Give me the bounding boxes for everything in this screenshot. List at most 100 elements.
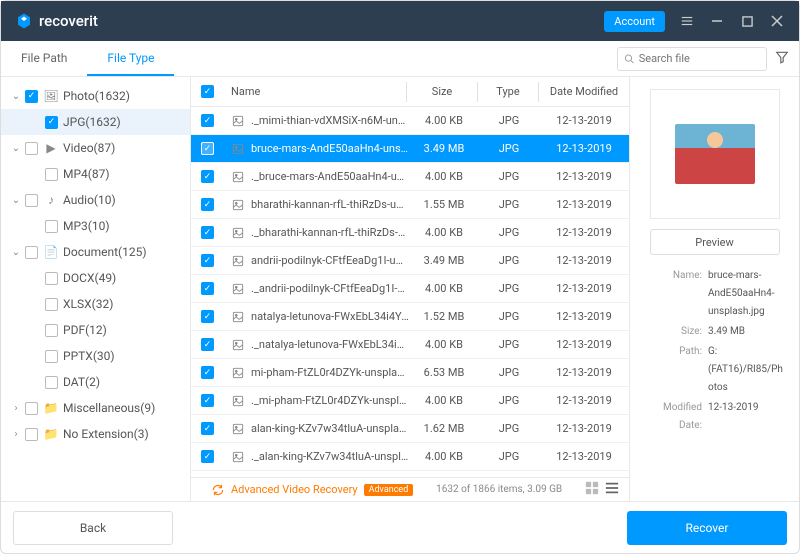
- tree-child[interactable]: PPTX(30): [1, 343, 190, 369]
- close-icon[interactable]: [769, 13, 785, 29]
- tree-category[interactable]: ⌄♪Audio(10): [1, 187, 190, 213]
- row-checkbox[interactable]: ✓: [201, 170, 214, 183]
- file-size: 4.00 KB: [409, 226, 479, 239]
- checkbox[interactable]: [25, 246, 38, 259]
- row-checkbox[interactable]: ✓: [201, 114, 214, 127]
- file-icon: [231, 254, 245, 268]
- tab-file-type[interactable]: File Type: [87, 41, 174, 76]
- search-box[interactable]: [617, 47, 767, 71]
- tree-category[interactable]: ›📁Miscellaneous(9): [1, 395, 190, 421]
- row-checkbox[interactable]: ✓: [201, 142, 214, 155]
- checkbox[interactable]: ✓: [25, 90, 38, 103]
- preview-button[interactable]: Preview: [650, 229, 780, 255]
- checkbox[interactable]: [45, 220, 58, 233]
- file-date: 12-13-2019: [539, 198, 629, 211]
- table-row[interactable]: ✓alan-king-KZv7w34tluA-unsplash.jpg1.62 …: [191, 415, 629, 443]
- table-row[interactable]: ✓bruce-mars-AndE50aaHn4-unsplash...3.49 …: [191, 135, 629, 163]
- file-type: JPG: [479, 142, 539, 155]
- select-all-checkbox[interactable]: ✓: [201, 85, 214, 98]
- row-checkbox[interactable]: ✓: [201, 366, 214, 379]
- row-checkbox[interactable]: ✓: [201, 198, 214, 211]
- meta-path: G:(FAT16)/RI85/Photos: [708, 343, 787, 397]
- file-size: 4.00 KB: [409, 282, 479, 295]
- back-button[interactable]: Back: [13, 511, 173, 545]
- table-row[interactable]: ✓mi-pham-FtZL0r4DZYk-unsplash.jpg6.53 MB…: [191, 359, 629, 387]
- tree-child[interactable]: MP3(10): [1, 213, 190, 239]
- file-size: 4.00 KB: [409, 170, 479, 183]
- checkbox[interactable]: [45, 168, 58, 181]
- filter-icon[interactable]: [775, 49, 789, 68]
- tree-child[interactable]: XLSX(32): [1, 291, 190, 317]
- file-name: ._alan-king-KZv7w34tluA-unsplash.jpg: [251, 450, 409, 463]
- table-row[interactable]: ✓bharathi-kannan-rfL-thiRzDs-unspl...1.5…: [191, 191, 629, 219]
- footer: Back Recover: [1, 501, 799, 553]
- advanced-badge: Advanced: [364, 484, 414, 496]
- table-row[interactable]: ✓andrii-podilnyk-CFtfEeaDg1I-unspla...3.…: [191, 247, 629, 275]
- checkbox[interactable]: [45, 298, 58, 311]
- col-name[interactable]: Name: [227, 85, 406, 98]
- file-name: ._bruce-mars-AndE50aaHn4-unsplas...: [251, 170, 409, 183]
- advanced-video-recovery[interactable]: Advanced Video Recovery Advanced: [201, 483, 413, 497]
- tree-category[interactable]: ›📁No Extension(3): [1, 421, 190, 447]
- account-button[interactable]: Account: [604, 11, 665, 32]
- table-row[interactable]: ✓natalya-letunova-FWxEbL34i4Y-unspl...1.…: [191, 303, 629, 331]
- checkbox[interactable]: [25, 194, 38, 207]
- table-row[interactable]: ✓ ._bruce-mars-AndE50aaHn4-unsplas...4.00…: [191, 163, 629, 191]
- checkbox[interactable]: ✓: [45, 116, 58, 129]
- app-logo: recoverit: [15, 12, 98, 30]
- tree-child[interactable]: MP4(87): [1, 161, 190, 187]
- file-name: ._mimi-thian-vdXMSiX-n6M-unsplash...: [251, 114, 409, 127]
- checkbox[interactable]: [25, 402, 38, 415]
- file-date: 12-13-2019: [539, 450, 629, 463]
- file-type: JPG: [479, 366, 539, 379]
- recover-button[interactable]: Recover: [627, 511, 787, 545]
- checkbox[interactable]: [45, 350, 58, 363]
- file-name: andrii-podilnyk-CFtfEeaDg1I-unspla...: [251, 254, 409, 267]
- table-row[interactable]: ✓._mimi-thian-vdXMSiX-n6M-unsplash...4.0…: [191, 107, 629, 135]
- search-input[interactable]: [639, 52, 760, 65]
- tree-child[interactable]: PDF(12): [1, 317, 190, 343]
- file-type: JPG: [479, 254, 539, 267]
- menu-icon[interactable]: [679, 13, 695, 29]
- row-checkbox[interactable]: ✓: [201, 254, 214, 267]
- table-row[interactable]: ✓._natalya-letunova-FWxEbL34i4Y-uns...4.…: [191, 331, 629, 359]
- grid-view-icon[interactable]: [585, 481, 599, 498]
- checkbox[interactable]: [25, 142, 38, 155]
- table-row[interactable]: ✓._bharathi-kannan-rfL-thiRzDs-unspl...4…: [191, 219, 629, 247]
- refresh-icon: [211, 483, 225, 497]
- file-date: 12-13-2019: [539, 170, 629, 183]
- table-row[interactable]: ✓._mi-pham-FtZL0r4DZYk-unsplash.jpg4.00 …: [191, 387, 629, 415]
- row-checkbox[interactable]: ✓: [201, 282, 214, 295]
- col-date[interactable]: Date Modified: [539, 85, 629, 98]
- file-type: JPG: [479, 310, 539, 323]
- tree-child[interactable]: DOCX(49): [1, 265, 190, 291]
- checkbox[interactable]: [25, 428, 38, 441]
- row-checkbox[interactable]: ✓: [201, 226, 214, 239]
- tree-child[interactable]: ✓JPG(1632): [1, 109, 190, 135]
- file-date: 12-13-2019: [539, 282, 629, 295]
- checkbox[interactable]: [45, 376, 58, 389]
- row-checkbox[interactable]: ✓: [201, 450, 214, 463]
- file-name: alan-king-KZv7w34tluA-unsplash.jpg: [251, 422, 409, 435]
- table-row[interactable]: ✓._alan-king-KZv7w34tluA-unsplash.jpg4.0…: [191, 443, 629, 471]
- row-checkbox[interactable]: ✓: [201, 422, 214, 435]
- checkbox[interactable]: [45, 324, 58, 337]
- table-row[interactable]: ✓._andrii-podilnyk-CFtfEeaDg1I-unspla...…: [191, 275, 629, 303]
- minimize-icon[interactable]: [709, 13, 725, 29]
- category-icon: 📄: [43, 245, 59, 259]
- tree-category[interactable]: ⌄▶Video(87): [1, 135, 190, 161]
- tree-child[interactable]: DAT(2): [1, 369, 190, 395]
- file-icon: [231, 170, 245, 184]
- list-view-icon[interactable]: [605, 481, 619, 498]
- checkbox[interactable]: [45, 272, 58, 285]
- tree-category[interactable]: ⌄📄Document(125): [1, 239, 190, 265]
- maximize-icon[interactable]: [739, 13, 755, 29]
- col-size[interactable]: Size: [407, 85, 477, 98]
- row-checkbox[interactable]: ✓: [201, 310, 214, 323]
- row-checkbox[interactable]: ✓: [201, 394, 214, 407]
- tree-category[interactable]: ⌄✓🖼Photo(1632): [1, 83, 190, 109]
- category-icon: 🖼: [43, 89, 59, 103]
- tab-file-path[interactable]: File Path: [1, 41, 87, 76]
- row-checkbox[interactable]: ✓: [201, 338, 214, 351]
- col-type[interactable]: Type: [478, 85, 538, 98]
